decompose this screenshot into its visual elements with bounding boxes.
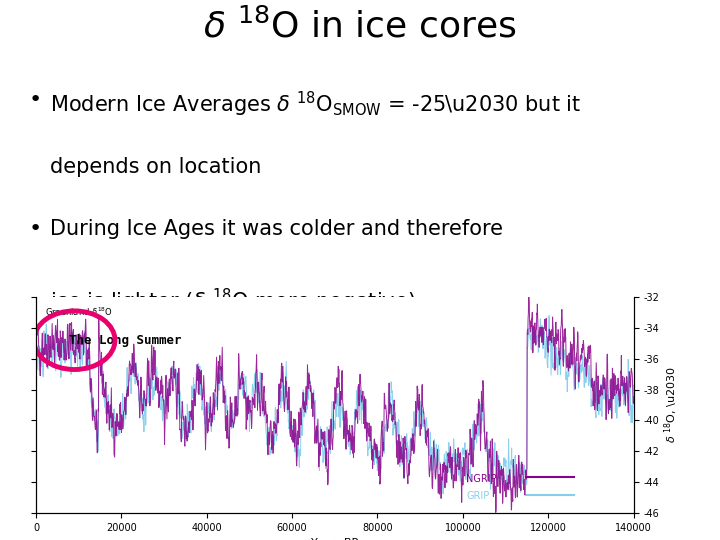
Text: NGRIP: NGRIP — [467, 474, 497, 484]
Text: •: • — [29, 219, 42, 239]
Y-axis label: $\delta\ ^{18}$O, \u2030: $\delta\ ^{18}$O, \u2030 — [662, 367, 680, 443]
Text: ice is lighter ($\delta\ ^{18}$O more negative): ice is lighter ($\delta\ ^{18}$O more ne… — [50, 286, 415, 315]
Text: depends on location: depends on location — [50, 157, 262, 177]
Text: During Ice Ages it was colder and therefore: During Ice Ages it was colder and theref… — [50, 219, 503, 239]
Text: The Long Summer: The Long Summer — [69, 334, 181, 347]
Text: $\delta\ ^{18}$O in ice cores: $\delta\ ^{18}$O in ice cores — [203, 9, 517, 45]
Text: •: • — [29, 90, 42, 110]
Text: Modern Ice Averages $\delta\ ^{18}$O$_{\mathsf{SMOW}}$ = -25\u2030 but it: Modern Ice Averages $\delta\ ^{18}$O$_{\… — [50, 90, 582, 119]
Text: GRIP: GRIP — [467, 491, 490, 502]
X-axis label: Years BP: Years BP — [311, 538, 359, 540]
Text: Greenland $\delta^{18}$O: Greenland $\delta^{18}$O — [45, 306, 113, 318]
